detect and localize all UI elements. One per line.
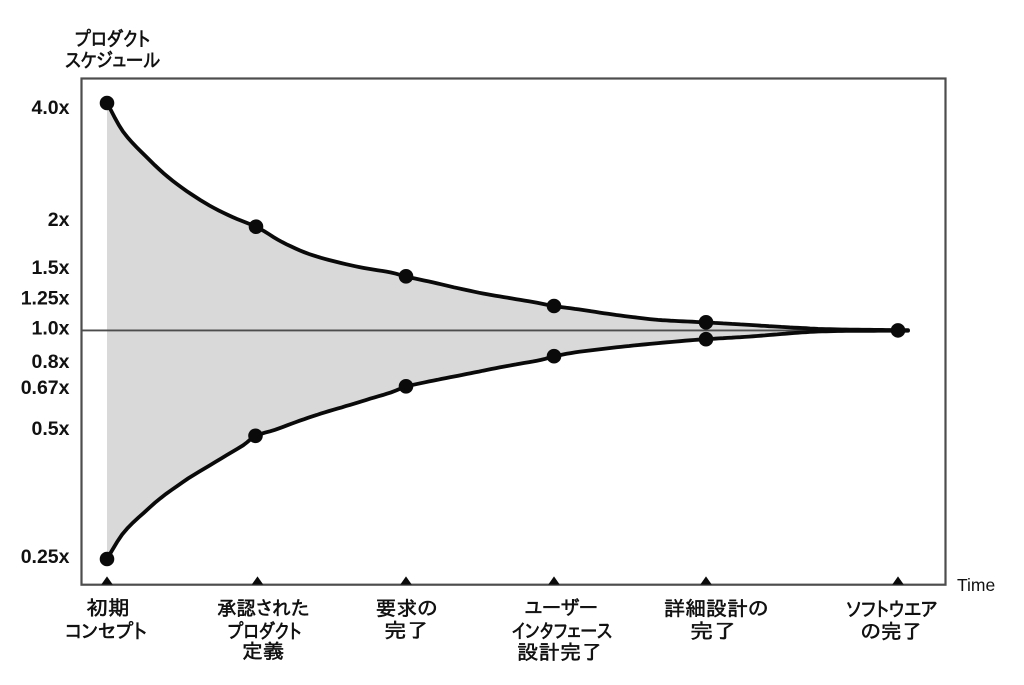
svg-text:0.5x: 0.5x bbox=[32, 418, 70, 440]
svg-text:1.0x: 1.0x bbox=[32, 318, 70, 340]
svg-text:1.25x: 1.25x bbox=[21, 288, 70, 310]
svg-text:2x: 2x bbox=[48, 209, 70, 231]
svg-text:0.8x: 0.8x bbox=[32, 351, 70, 373]
svg-text:0.67x: 0.67x bbox=[21, 377, 70, 399]
svg-text:4.0x: 4.0x bbox=[32, 97, 70, 119]
svg-text:Time: Time bbox=[957, 575, 995, 595]
svg-text:1.5x: 1.5x bbox=[32, 257, 70, 279]
svg-text:0.25x: 0.25x bbox=[21, 546, 70, 568]
